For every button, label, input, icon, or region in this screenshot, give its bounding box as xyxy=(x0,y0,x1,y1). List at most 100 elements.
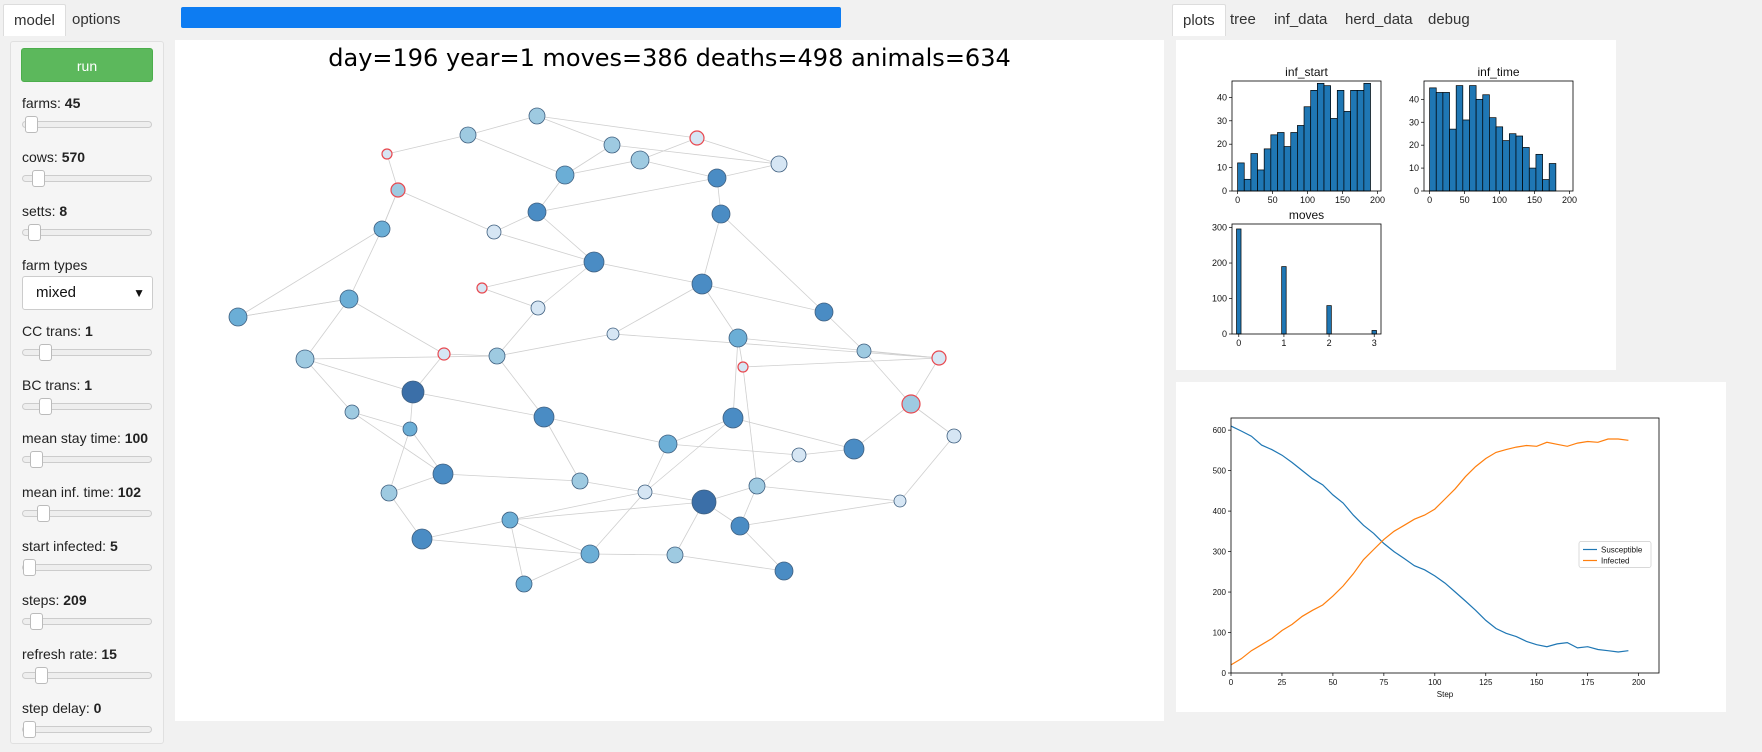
y-tick-label: 0 xyxy=(1222,329,1227,339)
infected-farm-node xyxy=(381,148,393,160)
slider-thumb[interactable] xyxy=(30,451,44,468)
tab-plots[interactable]: plots xyxy=(1172,4,1226,36)
tab-model[interactable]: model xyxy=(3,4,66,36)
farm-node xyxy=(893,494,907,508)
network-edge xyxy=(536,211,595,263)
x-tick-label: 0 xyxy=(1236,338,1241,348)
farm-node xyxy=(530,300,546,316)
histogram-bar xyxy=(1429,87,1437,192)
mean-stay-time-slider[interactable] xyxy=(22,451,152,468)
x-tick-label: 75 xyxy=(1379,678,1388,687)
tab-tree[interactable]: tree xyxy=(1230,11,1256,28)
tab-debug[interactable]: debug xyxy=(1428,11,1470,28)
network-edge xyxy=(739,500,901,527)
histogram-bar xyxy=(1449,128,1457,192)
tab-options[interactable]: options xyxy=(72,11,121,28)
y-tick-label: 40 xyxy=(1409,94,1419,104)
infected-farm-node xyxy=(931,350,947,366)
histogram-bar xyxy=(1455,85,1464,192)
x-tick-label: 0 xyxy=(1235,195,1240,205)
farm-node xyxy=(730,516,750,536)
farm-types-select[interactable]: mixed ▼ xyxy=(22,276,153,310)
infected-farm-node xyxy=(737,361,749,373)
x-tick-label: 100 xyxy=(1492,195,1507,205)
slider-thumb[interactable] xyxy=(34,667,48,684)
step-delay-slider[interactable] xyxy=(22,721,152,738)
x-tick-label: 0 xyxy=(1427,195,1432,205)
farm-node xyxy=(637,484,653,500)
network-edge xyxy=(732,417,855,450)
cows-value: 570 xyxy=(61,149,86,165)
farms-slider[interactable] xyxy=(22,116,152,133)
caret-down-icon: ▼ xyxy=(133,286,145,300)
x-tick-label: 50 xyxy=(1328,678,1337,687)
step-delay-value: 0 xyxy=(93,700,102,716)
tab-herd-data[interactable]: herd_data xyxy=(1345,11,1413,28)
network-edge xyxy=(304,298,350,360)
refresh-rate-slider[interactable] xyxy=(22,667,152,684)
infected-farm-node xyxy=(390,182,406,198)
y-tick-label: 100 xyxy=(1212,294,1227,304)
farm-node xyxy=(344,404,360,420)
setts-slider[interactable] xyxy=(22,224,152,241)
network-edge xyxy=(481,261,595,289)
histogram-bar xyxy=(1257,169,1265,192)
network-edge xyxy=(348,298,445,355)
slider-thumb[interactable] xyxy=(39,398,53,415)
network-edge xyxy=(701,283,739,339)
farm-node xyxy=(295,349,315,369)
slider-thumb[interactable] xyxy=(27,224,41,241)
histogram-bar xyxy=(1270,134,1278,192)
network-edge xyxy=(351,411,411,430)
histogram-bar xyxy=(1482,94,1490,192)
farm-node xyxy=(666,546,684,564)
y-tick-label: 100 xyxy=(1213,629,1227,638)
histogram-bar xyxy=(1350,90,1358,192)
network-edge xyxy=(732,337,739,419)
slider-thumb[interactable] xyxy=(32,170,46,187)
network-edge xyxy=(639,159,718,179)
farm-node xyxy=(711,204,731,224)
y-tick-label: 500 xyxy=(1213,467,1227,476)
mean-inf-time-slider[interactable] xyxy=(22,505,152,522)
histogram-bar xyxy=(1310,90,1318,192)
start-infected-slider[interactable] xyxy=(22,559,152,576)
slider-thumb[interactable] xyxy=(23,559,36,576)
histogram-bar xyxy=(1548,163,1557,192)
x-tick-label: 100 xyxy=(1300,195,1315,205)
bc-trans-slider[interactable] xyxy=(22,398,152,415)
farm-node xyxy=(814,302,834,322)
slider-thumb[interactable] xyxy=(25,116,39,133)
farm-node xyxy=(856,343,872,359)
network-edge xyxy=(509,501,705,521)
cows-slider[interactable] xyxy=(22,170,152,187)
slider-thumb[interactable] xyxy=(39,344,53,361)
y-tick-label: 20 xyxy=(1217,139,1227,149)
tab-inf-data[interactable]: inf_data xyxy=(1274,11,1328,28)
network-edge xyxy=(442,473,581,482)
mean-inf-time-value: 102 xyxy=(117,484,142,500)
network-edge xyxy=(667,443,800,456)
farm-node xyxy=(380,484,398,502)
slider-thumb[interactable] xyxy=(23,721,36,738)
network-edge xyxy=(496,333,614,357)
slider-thumb[interactable] xyxy=(30,613,44,630)
cc-trans-slider[interactable] xyxy=(22,344,152,361)
slider-thumb[interactable] xyxy=(37,505,51,522)
farm-node xyxy=(486,224,502,240)
steps-slider[interactable] xyxy=(22,613,152,630)
farm-node xyxy=(402,421,418,437)
network-edge xyxy=(701,283,825,313)
y-tick-label: 0 xyxy=(1222,669,1227,678)
histogram-bar xyxy=(1522,147,1530,192)
network-edge xyxy=(742,366,758,487)
x-tick-label: 50 xyxy=(1268,195,1278,205)
y-tick-label: 30 xyxy=(1409,117,1419,127)
farms-label: farms: 45 xyxy=(22,95,81,111)
farm-node xyxy=(571,472,589,490)
network-edge xyxy=(739,525,785,572)
histogram-bar xyxy=(1303,106,1312,192)
histogram-title: inf_start xyxy=(1285,65,1328,79)
run-button[interactable]: run xyxy=(21,48,153,82)
